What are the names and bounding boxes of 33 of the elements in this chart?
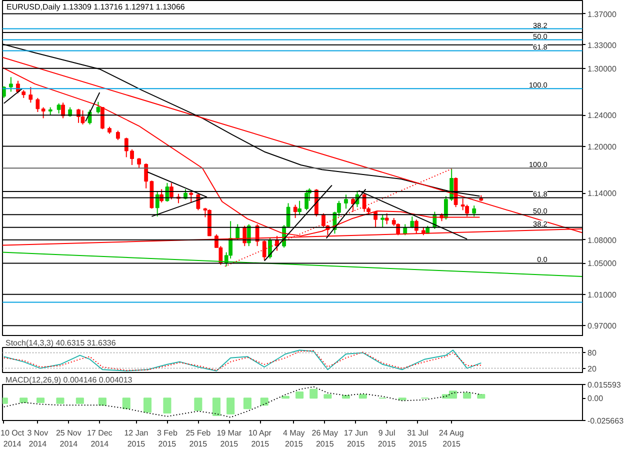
y-tick-label: 0.00: [588, 394, 604, 404]
y-tick-label: 1.01000: [588, 290, 617, 300]
x-tick-label: 4 May 2015: [283, 428, 305, 448]
x-tick-label: 3 Nov 2014: [27, 428, 48, 448]
x-tick-label: 25 Nov 2014: [56, 428, 82, 448]
y-tick-label: 1.20000: [588, 142, 617, 152]
x-tick-label: 17 Dec 2014: [86, 428, 112, 448]
y-tick-label: 20: [588, 364, 597, 374]
x-tick-label: 10 Apr 2015: [248, 428, 272, 448]
y-tick-label: -0.025663: [588, 416, 624, 426]
y-tick-label: 1.30000: [588, 64, 617, 74]
y-tick-label: 0.97000: [588, 322, 617, 331]
y-tick-label: 1.33000: [588, 40, 617, 50]
chart-title: MACD(12,26,9) 0.004146 0.004013: [6, 376, 133, 384]
y-tick-label: 80: [588, 348, 597, 358]
y-tick-label: 1.08000: [588, 236, 617, 245]
y-tick-label: 1.14000: [588, 189, 617, 198]
x-tick-label: 31 Jul 2015: [407, 428, 429, 448]
x-tick-label: 26 May 2015: [312, 428, 338, 448]
x-tick-label: 10 Oct 2014: [0, 428, 25, 448]
y-tick-label: 0.015593: [588, 380, 622, 390]
chart-title: Stoch(14,3,3) 40.6315 31.6336: [6, 338, 116, 348]
x-tick-label: 17 Jun 2015: [344, 428, 368, 448]
y-tick-label: 1.24000: [588, 111, 617, 120]
chart-title: EURUSD,Daily 1.13309 1.13716 1.12971 1.13066: [6, 2, 186, 12]
x-tick-label: 9 Jul 2015: [378, 428, 396, 448]
x-tick-label: 12 Jan 2015: [124, 428, 148, 448]
y-tick-label: 1.37000: [588, 10, 617, 19]
x-tick-label: 3 Feb 2015: [156, 428, 178, 448]
x-tick-label: 19 Mar 2015: [216, 428, 242, 448]
x-tick-label: 24 Aug 2015: [438, 428, 464, 448]
y-tick-label: 1.05000: [588, 259, 617, 268]
x-tick-label: 25 Feb 2015: [186, 428, 212, 448]
